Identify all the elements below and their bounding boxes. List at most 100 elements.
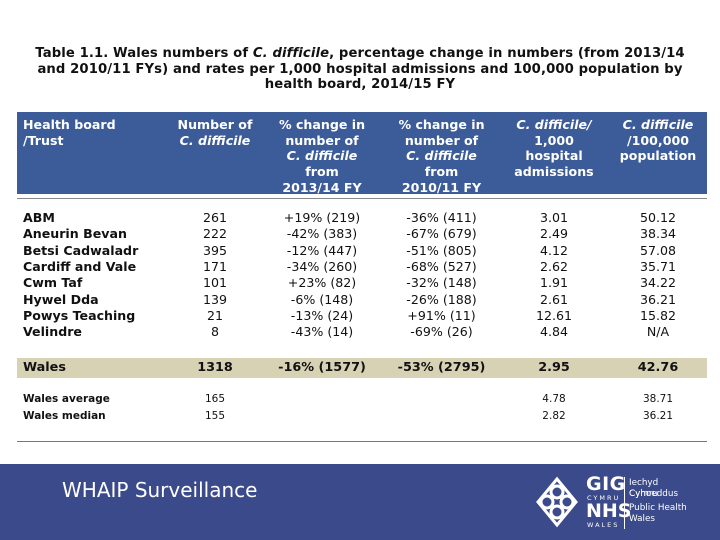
cell-number: 171	[202, 258, 228, 274]
table-row: Cardiff and Vale 171 -34% (260) -68% (527) 2…	[17, 259, 707, 275]
cell-number: 21	[206, 307, 224, 323]
header-change-2010: % change in number of C. difficile from …	[398, 117, 485, 195]
celtic-knot-icon	[536, 476, 578, 528]
logo-gig: GIG	[586, 473, 626, 495]
cell-change-2010: -51% (805)	[406, 242, 477, 258]
cell-rate-admissions: 4.84	[539, 324, 569, 340]
cell-board: Hywel Dda	[23, 291, 99, 307]
logo-line-1: Iechyd Cyhoeddus	[629, 478, 679, 499]
table-row-average: Wales average 165 4.78 38.71	[17, 393, 707, 406]
cell-number: 261	[202, 210, 228, 225]
cell-rate-admissions: 2.82	[542, 410, 566, 422]
header-change-2013: % change in number of C. difficile from …	[278, 117, 366, 195]
cell-board: Cardiff and Vale	[23, 258, 137, 274]
table-bottom-divider	[17, 441, 707, 442]
cell-board: Aneurin Bevan	[23, 226, 127, 242]
cell-rate-population: 36.21	[642, 410, 674, 422]
cell-rate-admissions: 3.01	[539, 210, 569, 225]
cell-change-2010: -26% (188)	[406, 291, 477, 307]
cell-number: 8	[210, 324, 219, 340]
cell-board: Wales median	[23, 410, 106, 422]
header-rate-admissions: C. difficile/ 1,000 hospital admissions	[514, 117, 594, 180]
table-row: Hywel Dda 139 -6% (148) -26% (188) 2.61 36.21	[17, 292, 707, 308]
cell-board: Velindre	[23, 324, 82, 340]
caption-text-1: Table 1.1. Wales numbers of	[35, 46, 253, 61]
header-health-board: Health board /Trust	[23, 117, 116, 148]
cell-change-2013: -43% (14)	[290, 324, 354, 340]
cell-rate-admissions: 4.78	[542, 393, 566, 405]
cell-rate-admissions: 1.91	[539, 275, 569, 291]
cell-rate-population: N/A	[646, 324, 670, 340]
cell-rate-population: 38.71	[642, 393, 674, 405]
cell-number: 1318	[197, 360, 233, 375]
table-caption: Table 1.1. Wales numbers of C. difficile…	[22, 46, 698, 93]
cell-change-2013: -16% (1577)	[278, 360, 366, 375]
cell-rate-admissions: 2.49	[539, 226, 569, 242]
cell-number: 155	[204, 410, 226, 422]
cell-change-2013: -34% (260)	[286, 258, 358, 274]
cell-number: 395	[202, 242, 228, 258]
cell-change-2013: +19% (219)	[283, 210, 361, 225]
cell-rate-admissions: 2.62	[539, 258, 569, 274]
cell-change-2010: -36% (411)	[406, 210, 477, 225]
logo-line-4: Wales	[629, 514, 655, 524]
cell-change-2010: -53% (2795)	[397, 360, 486, 375]
cell-change-2010: -69% (26)	[410, 324, 473, 340]
cell-rate-admissions: 2.95	[538, 360, 570, 375]
logo-line-2: Cymru	[629, 489, 659, 499]
cell-change-2010: -32% (148)	[406, 275, 477, 291]
cell-board: Betsi Cadwaladr	[23, 242, 139, 258]
cell-number: 222	[202, 226, 228, 242]
wales-total-bar	[17, 358, 707, 378]
cell-rate-population: 34.22	[639, 275, 677, 291]
cell-rate-population: 38.34	[639, 226, 677, 242]
cell-rate-population: 57.08	[639, 242, 677, 258]
cell-number: 165	[204, 393, 226, 405]
cell-change-2013: -42% (383)	[286, 226, 358, 242]
table-row-median: Wales median 155 2.82 36.21	[17, 410, 707, 423]
cell-number: 101	[202, 275, 228, 291]
header-rate-population: C. difficile /100,000 population	[619, 117, 697, 164]
cell-change-2010: +91% (11)	[407, 307, 476, 323]
cell-number: 139	[202, 291, 228, 307]
logo-divider	[624, 477, 625, 529]
data-table: Health board /Trust Number of C. diffici…	[17, 112, 707, 442]
cell-rate-population: 50.12	[639, 210, 677, 225]
cell-rate-admissions: 2.61	[539, 291, 569, 307]
logo-wales: WALES	[587, 521, 620, 529]
cell-rate-population: 36.21	[639, 291, 677, 307]
cell-rate-population: 15.82	[639, 307, 677, 323]
header-number: Number of C. difficile	[177, 117, 253, 148]
caption-text-italic: C. difficile	[252, 46, 330, 61]
cell-change-2013: -12% (447)	[286, 242, 358, 258]
table-row: ABM 261 +19% (219) -36% (411) 3.01 50.12	[17, 210, 707, 226]
table-header: Health board /Trust Number of C. diffici…	[17, 112, 707, 195]
cell-rate-population: 35.71	[639, 258, 677, 274]
cell-rate-population: 42.76	[637, 360, 679, 375]
cell-change-2013: +23% (82)	[287, 275, 357, 291]
table-row: Powys Teaching 21 -13% (24) +91% (11) 12.61 1…	[17, 308, 707, 324]
header-divider	[17, 198, 707, 199]
table-row: Cwm Taf 101 +23% (82) -32% (148) 1.91 34.22	[17, 275, 707, 291]
table-row: Betsi Cadwaladr 395 -12% (447) -51% (805) 4.…	[17, 243, 707, 259]
cell-change-2010: -68% (527)	[406, 258, 477, 274]
footer-bar	[0, 464, 720, 540]
table-row: Aneurin Bevan 222 -42% (383) -67% (679) 2.49…	[17, 226, 707, 242]
cell-rate-admissions: 4.12	[539, 242, 569, 258]
cell-board: Wales average	[23, 393, 110, 405]
logo-nhs: NHS	[586, 500, 632, 522]
cell-board: Cwm Taf	[23, 275, 83, 291]
cell-change-2013: -13% (24)	[290, 307, 354, 323]
table-row-wales-total: Wales 1318 -16% (1577) -53% (2795) 2.95 …	[17, 360, 707, 376]
phw-logo: GIG CYMRU NHS WALES Iechyd Cyhoeddus Cym…	[532, 474, 708, 532]
logo-cymru: CYMRU	[587, 494, 621, 502]
footer-title: WHAIP Surveillance	[62, 478, 258, 502]
caption-text-2: , percentage change in numbers (from 201…	[37, 46, 685, 92]
logo-line-3: Public Health	[629, 503, 687, 513]
cell-board: Powys Teaching	[23, 307, 136, 323]
cell-board: ABM	[23, 210, 55, 225]
cell-change-2013: -6% (148)	[290, 291, 354, 307]
cell-rate-admissions: 12.61	[535, 307, 573, 323]
cell-board: Wales	[23, 360, 66, 375]
table-row: Velindre 8 -43% (14) -69% (26) 4.84 N/A	[17, 324, 707, 340]
